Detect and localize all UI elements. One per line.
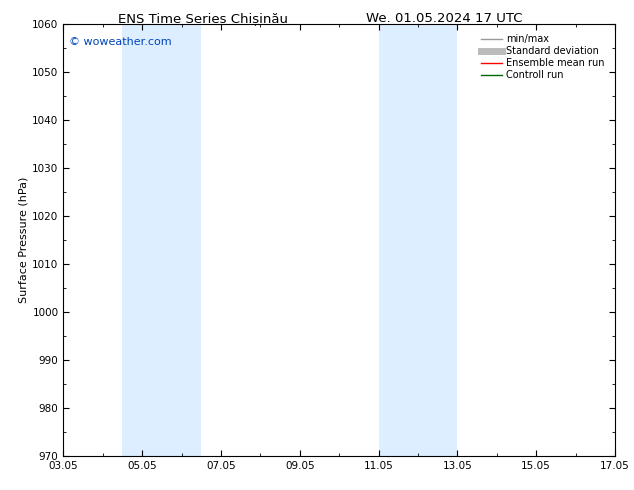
- Bar: [378, 24, 457, 456]
- Text: ENS Time Series Chișinău: ENS Time Series Chișinău: [118, 12, 288, 25]
- Bar: [122, 24, 202, 456]
- Text: © woweather.com: © woweather.com: [69, 37, 172, 48]
- Text: We. 01.05.2024 17 UTC: We. 01.05.2024 17 UTC: [366, 12, 522, 25]
- Y-axis label: Surface Pressure (hPa): Surface Pressure (hPa): [18, 177, 28, 303]
- Legend: min/max, Standard deviation, Ensemble mean run, Controll run: min/max, Standard deviation, Ensemble me…: [478, 31, 607, 83]
